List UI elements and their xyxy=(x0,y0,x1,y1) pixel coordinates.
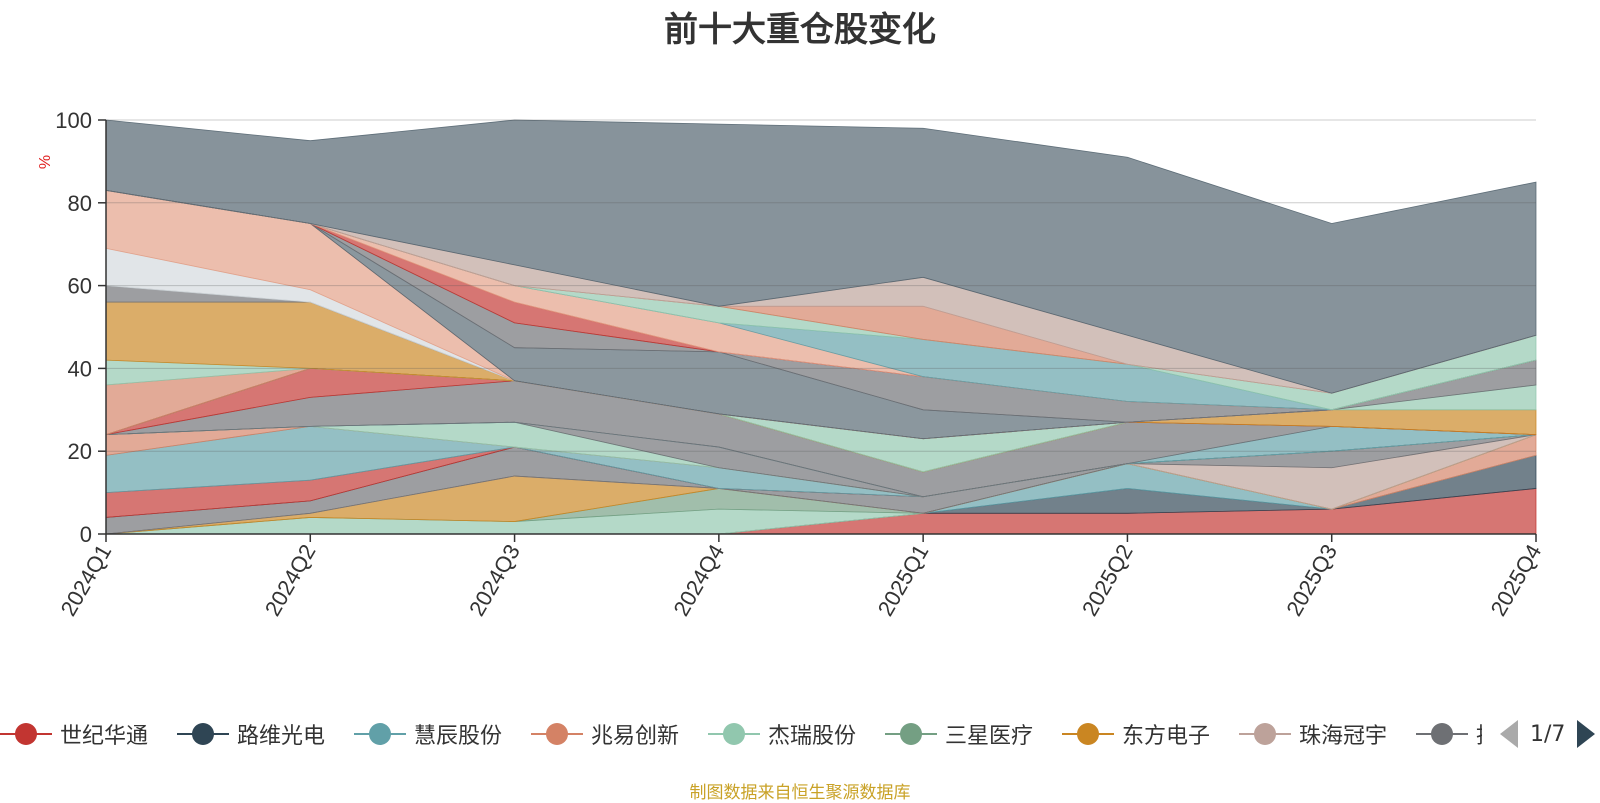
legend-label: 三星医疗 xyxy=(945,724,1034,749)
x-tick-label: 2025Q1 xyxy=(873,540,934,620)
legend-items: 世纪华通 路维光电 慧辰股份 兆易创新 杰瑞股份 三星医疗 东方电子 珠海冠宇 拓 xyxy=(0,716,1482,756)
legend-label: 世纪华通 xyxy=(60,724,149,749)
legend-item[interactable]: 世纪华通 xyxy=(0,716,148,752)
legend-label: 慧辰股份 xyxy=(414,724,503,749)
legend-label: 东方电子 xyxy=(1122,724,1211,749)
legend-marker-icon xyxy=(1239,722,1291,746)
legend-page-indicator: 1/7 xyxy=(1530,721,1566,747)
legend-item[interactable]: 杰瑞股份 xyxy=(708,716,856,752)
legend-item[interactable]: 慧辰股份 xyxy=(354,716,502,752)
y-tick-label: 40 xyxy=(68,356,92,381)
legend-label: 珠海冠宇 xyxy=(1299,724,1388,749)
legend-marker-icon xyxy=(177,722,229,746)
legend-item[interactable]: 兆易创新 xyxy=(531,716,679,752)
legend-marker-icon xyxy=(0,722,52,746)
chart-title: 前十大重仓股变化 xyxy=(664,10,936,50)
x-tick-label: 2025Q4 xyxy=(1486,540,1547,620)
x-tick-label: 2024Q4 xyxy=(668,540,729,620)
legend-marker-icon xyxy=(885,722,937,746)
legend-item[interactable]: 东方电子 xyxy=(1062,716,1210,752)
x-tick-label: 2024Q1 xyxy=(56,540,117,620)
area-series-36 xyxy=(105,119,1537,394)
y-axis-unit-label: % xyxy=(37,155,54,169)
grid-lines xyxy=(106,119,1536,452)
legend-marker-icon xyxy=(1062,722,1114,746)
x-tick-label: 2025Q3 xyxy=(1281,540,1342,620)
legend-next-page-icon[interactable] xyxy=(1577,720,1596,748)
legend-item[interactable]: 三星医疗 xyxy=(885,716,1033,752)
x-tick-label: 2024Q2 xyxy=(260,540,321,620)
legend-marker-icon xyxy=(354,722,406,746)
y-tick-label: 20 xyxy=(68,439,92,464)
y-tick-label: 80 xyxy=(68,191,92,216)
x-tick-label: 2024Q3 xyxy=(464,540,525,620)
legend-label: 杰瑞股份 xyxy=(768,724,857,749)
legend-item[interactable]: 路维光电 xyxy=(177,716,325,752)
y-tick-label: 0 xyxy=(80,522,92,547)
plot-areas xyxy=(105,119,1537,535)
y-tick-label: 60 xyxy=(68,274,92,299)
legend: 世纪华通 路维光电 慧辰股份 兆易创新 杰瑞股份 三星医疗 东方电子 珠海冠宇 拓 1/7 xyxy=(0,716,1600,756)
legend-marker-icon xyxy=(531,722,583,746)
legend-marker-icon xyxy=(1416,722,1468,746)
legend-label: 拓 xyxy=(1476,718,1482,750)
stacked-area-chart: 0 20 40 60 80 100 2024Q1 2024Q2 2024Q3 2024Q4 2025… xyxy=(37,108,1547,620)
x-tick-label: 2025Q2 xyxy=(1077,540,1138,620)
legend-marker-icon xyxy=(708,722,760,746)
y-tick-label: 100 xyxy=(55,108,92,133)
legend-label: 路维光电 xyxy=(237,724,326,749)
legend-prev-page-icon[interactable] xyxy=(1500,720,1518,748)
legend-item[interactable]: 珠海冠宇 xyxy=(1239,716,1387,752)
legend-item[interactable]: 拓 xyxy=(1416,716,1482,752)
data-source-note: 制图数据来自恒生聚源数据库 xyxy=(689,783,911,803)
legend-label: 兆易创新 xyxy=(591,724,680,749)
legend-pager: 1/7 xyxy=(1500,716,1596,752)
